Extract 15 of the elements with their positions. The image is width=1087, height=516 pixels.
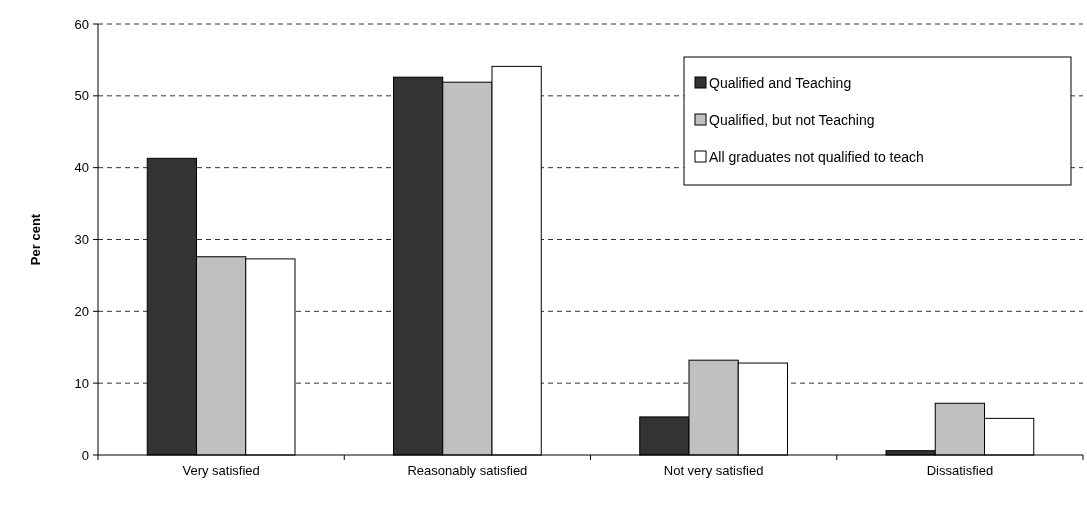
x-tick-label: Reasonably satisfied xyxy=(407,463,528,478)
y-tick-label: 30 xyxy=(74,232,89,248)
legend-label: Qualified, but not Teaching xyxy=(709,111,875,128)
y-tick-label: 10 xyxy=(74,375,89,391)
y-tick-label: 60 xyxy=(74,16,89,32)
x-tick-label: Not very satisfied xyxy=(663,463,764,478)
legend-label: Qualified and Teaching xyxy=(709,74,852,91)
legend-label: All graduates not qualified to teach xyxy=(709,148,924,165)
y-tick-label: 50 xyxy=(74,88,89,104)
x-tick-label: Dissatisfied xyxy=(926,463,994,478)
y-axis-title: Per cent xyxy=(28,213,43,266)
y-tick-label: 40 xyxy=(74,160,89,176)
y-tick-label: 20 xyxy=(74,303,89,319)
y-tick-label: 0 xyxy=(81,447,89,463)
x-tick-label: Very satisfied xyxy=(182,463,260,478)
